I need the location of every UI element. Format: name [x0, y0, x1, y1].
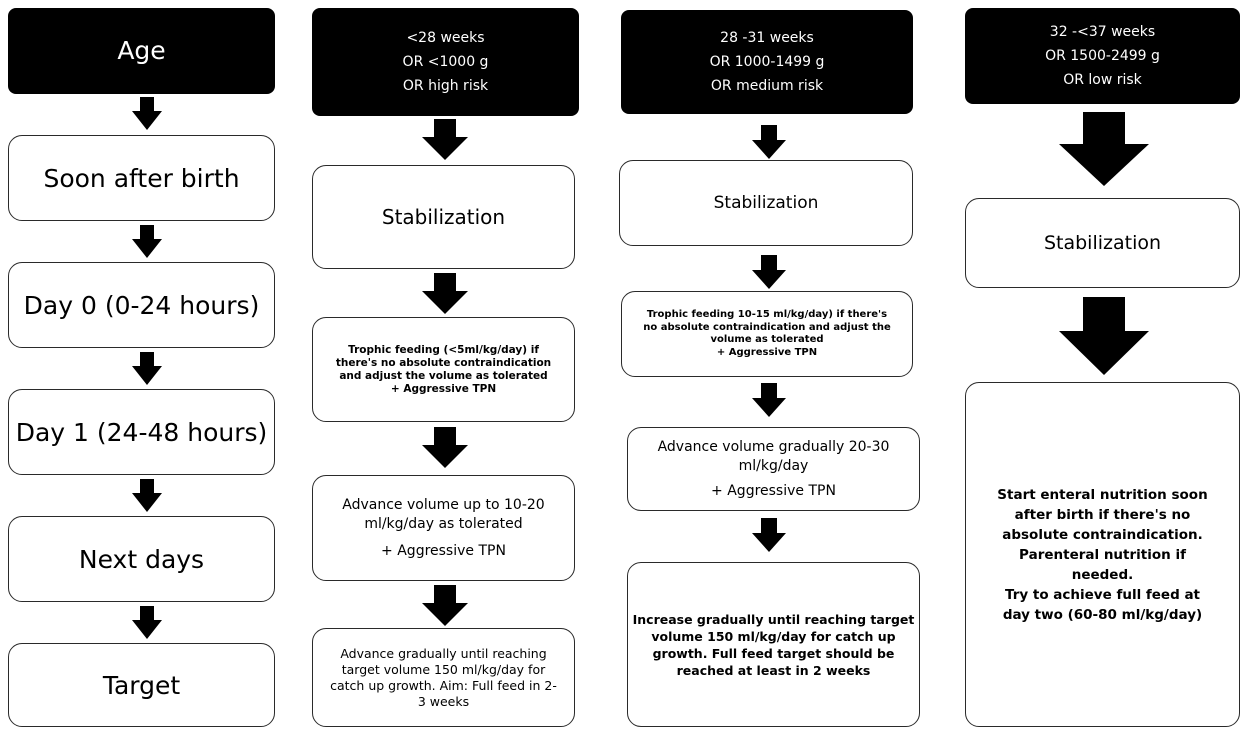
arrow-down-icon — [752, 518, 786, 552]
col1-header-text: Age — [117, 36, 166, 65]
arrow-down-icon — [422, 427, 468, 468]
arrow-down-icon — [752, 255, 786, 289]
arrow-down-icon — [422, 119, 468, 160]
col3-target: Increase gradually until reaching target… — [627, 562, 920, 727]
col1-step-target: Target — [8, 643, 275, 727]
arrow-down-icon — [752, 383, 786, 417]
col4-enteral-nutrition-note: Start enteral nutrition soon after birth… — [965, 382, 1240, 727]
arrow-down-icon — [1059, 297, 1149, 375]
col1-step-day-0: Day 0 (0-24 hours) — [8, 262, 275, 348]
arrow-down-icon — [132, 479, 162, 512]
arrow-down-icon — [132, 352, 162, 385]
col3-advance-volume: Advance volume gradually 20-30 ml/kg/day… — [627, 427, 920, 511]
col4-stabilization: Stabilization — [965, 198, 1240, 288]
arrow-down-icon — [752, 125, 786, 159]
col3-header: 28 -31 weeks OR 1000-1499 g OR medium ri… — [621, 10, 913, 114]
col1-step-next-days: Next days — [8, 516, 275, 602]
col1-step-soon-after-birth: Soon after birth — [8, 135, 275, 221]
col2-target: Advance gradually until reaching target … — [312, 628, 575, 727]
col2-stabilization: Stabilization — [312, 165, 575, 269]
arrow-down-icon — [422, 585, 468, 626]
col1-header: Age — [8, 8, 275, 94]
col1-step-day-1: Day 1 (24-48 hours) — [8, 389, 275, 475]
arrow-down-icon — [1059, 112, 1149, 186]
arrow-down-icon — [422, 273, 468, 314]
col3-trophic-feeding: Trophic feeding 10-15 ml/kg/day) if ther… — [621, 291, 913, 377]
arrow-down-icon — [132, 606, 162, 639]
arrow-down-icon — [132, 97, 162, 130]
col2-header: <28 weeks OR <1000 g OR high risk — [312, 8, 579, 116]
col4-header: 32 -<37 weeks OR 1500-2499 g OR low risk — [965, 8, 1240, 104]
col2-trophic-feeding: Trophic feeding (<5ml/kg/day) if there's… — [312, 317, 575, 422]
col3-stabilization: Stabilization — [619, 160, 913, 246]
arrow-down-icon — [132, 225, 162, 258]
col2-advance-volume: Advance volume up to 10-20 ml/kg/day as … — [312, 475, 575, 581]
